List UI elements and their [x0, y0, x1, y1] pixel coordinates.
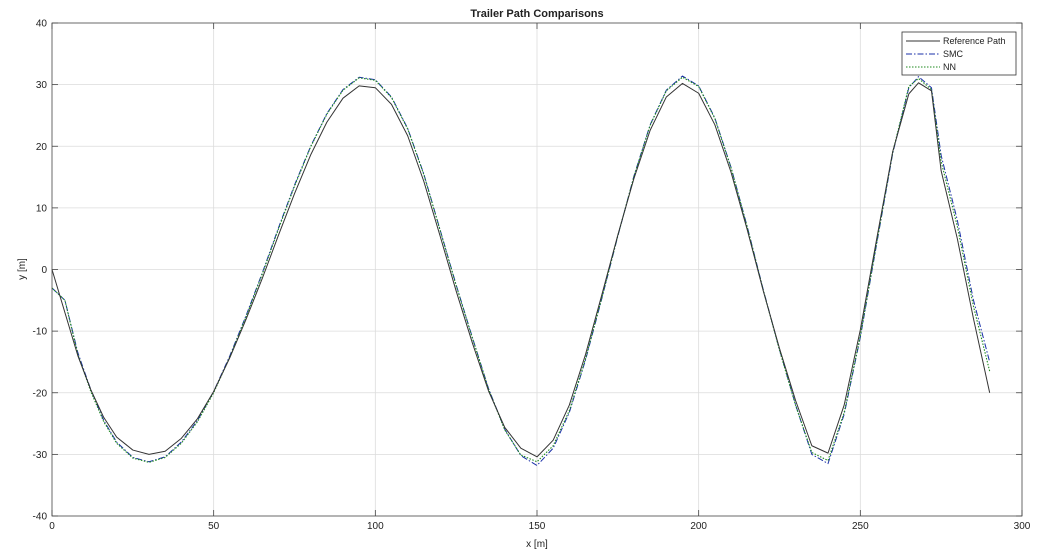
y-axis-label: y [m]: [17, 258, 28, 280]
legend: Reference Path SMC NN: [901, 31, 1017, 76]
x-axis-label: x [m]: [526, 539, 548, 550]
y-tick-label: -30: [33, 450, 48, 461]
y-tick-label: 10: [36, 203, 48, 214]
x-tick-label: 100: [367, 521, 384, 532]
legend-label-nn: NN: [943, 62, 956, 72]
x-tick-label: 0: [49, 521, 55, 532]
y-tick-label: -40: [33, 512, 48, 523]
series-line-reference-path: [51, 82, 991, 458]
y-tick-label: 0: [41, 265, 47, 276]
x-tick-label: 300: [1014, 521, 1031, 532]
x-tick-label: 150: [529, 521, 546, 532]
y-tick-label: 20: [36, 142, 48, 153]
y-tick-label: 30: [36, 80, 48, 91]
y-tick-label: -10: [33, 327, 48, 338]
y-tick-label: -20: [33, 388, 48, 399]
x-tick-label: 200: [690, 521, 707, 532]
y-tick-label: 40: [36, 19, 48, 30]
axis-ticks: 0 50 100 150 200 250 300 -40 -30 -20 -10 0 10 20 30 40: [33, 19, 1031, 533]
legend-label-reference-path: Reference Path: [943, 36, 1006, 46]
chart-title: Trailer Path Comparisons: [470, 8, 603, 20]
grid-lines: [52, 23, 1022, 516]
x-tick-label: 250: [852, 521, 869, 532]
x-tick-label: 50: [208, 521, 220, 532]
legend-label-smc: SMC: [943, 49, 964, 59]
series-layer: [51, 75, 991, 466]
